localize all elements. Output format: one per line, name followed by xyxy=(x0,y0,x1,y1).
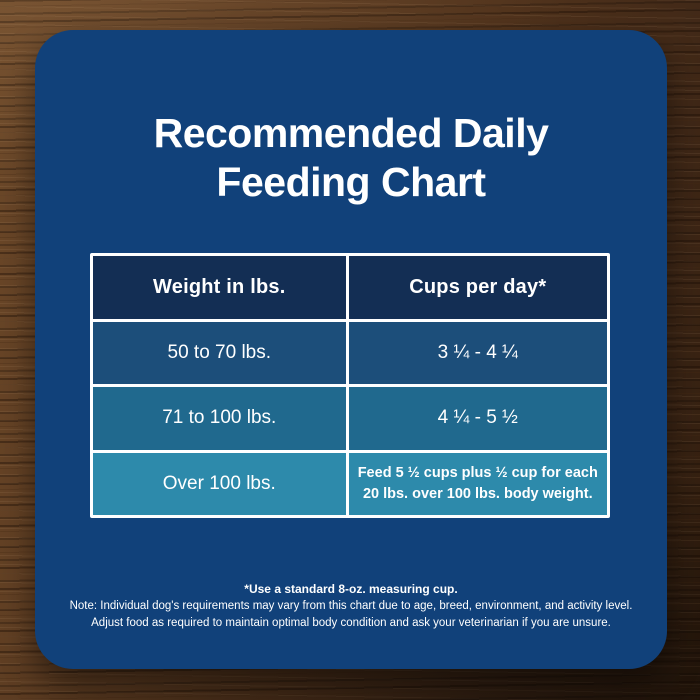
note-line-2: Adjust food as required to maintain opti… xyxy=(91,617,611,629)
page-title: Recommended Daily Feeding Chart xyxy=(35,109,667,207)
footnotes: *Use a standard 8-oz. measuring cup. Not… xyxy=(35,581,667,632)
cups-cell-row-2: 4 ¼ - 5 ½ xyxy=(348,387,607,450)
column-header-cups: Cups per day* xyxy=(348,256,607,319)
column-header-weight: Weight in lbs. xyxy=(93,256,346,319)
weight-cell-row-3: Over 100 lbs. xyxy=(93,452,346,515)
cups-cell-row-3: Feed 5 ½ cups plus ½ cup for each 20 lbs… xyxy=(348,452,607,515)
cups-cell-row-1: 3 ¼ - 4 ¼ xyxy=(348,321,607,384)
page-title-line-2: Feeding Chart xyxy=(216,159,486,206)
page-title-line-1: Recommended Daily xyxy=(153,110,549,157)
feeding-chart-card: Recommended Daily Feeding Chart Weight i… xyxy=(35,30,667,669)
weight-cell-row-1: 50 to 70 lbs. xyxy=(93,321,346,384)
note-line-1: Note: Individual dog's requirements may … xyxy=(69,600,633,612)
feeding-table: Weight in lbs. Cups per day* 50 to 70 lb… xyxy=(90,253,610,518)
measuring-cup-note: *Use a standard 8-oz. measuring cup. xyxy=(244,582,458,596)
weight-cell-row-2: 71 to 100 lbs. xyxy=(93,387,346,450)
